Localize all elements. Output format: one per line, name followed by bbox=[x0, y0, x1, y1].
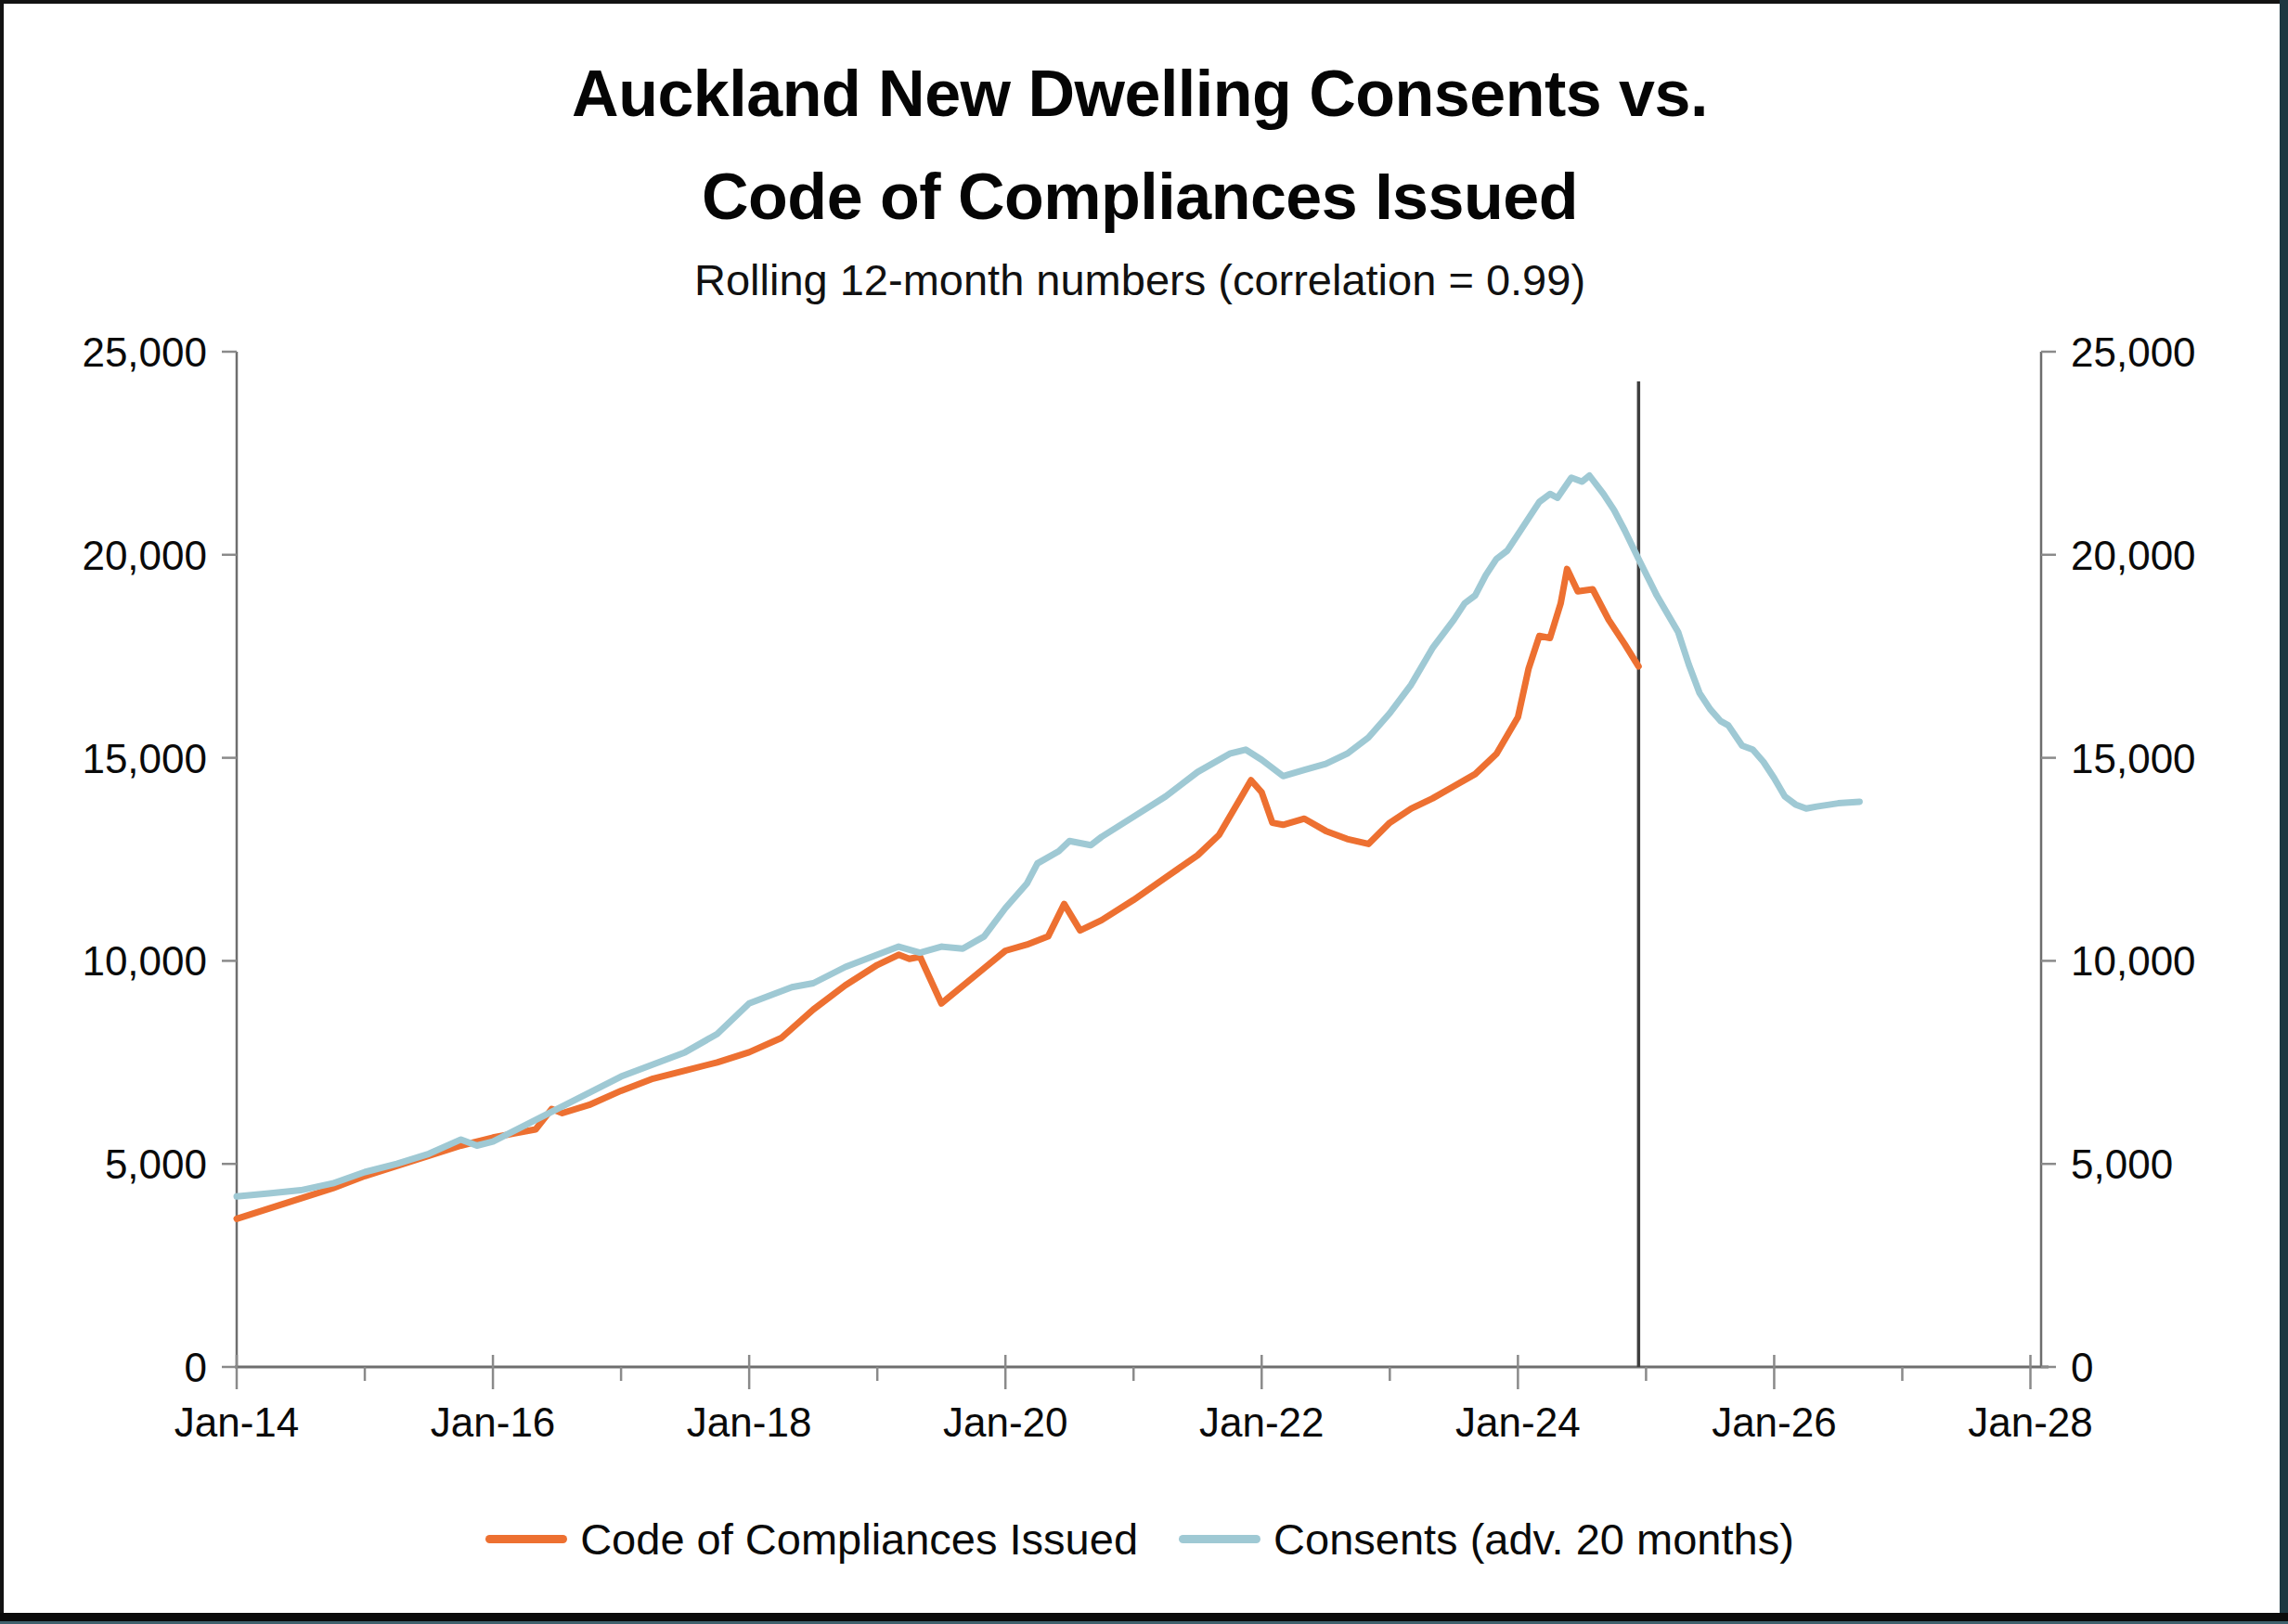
axes-group bbox=[235, 352, 2049, 1367]
x-tick-label: Jan-16 bbox=[431, 1399, 556, 1445]
y-tick-label-left: 20,000 bbox=[82, 533, 207, 578]
legend-label-compliances: Code of Compliances Issued bbox=[580, 1514, 1138, 1565]
chart-title-line2: Code of Compliances Issued bbox=[0, 146, 2280, 249]
x-tick-label: Jan-28 bbox=[1968, 1399, 2093, 1445]
y-tick-label-right: 15,000 bbox=[2071, 736, 2196, 781]
frame-border-left bbox=[0, 0, 4, 1624]
y-tick-label-left: 25,000 bbox=[82, 329, 207, 375]
consents-advanced-line bbox=[237, 476, 1859, 1197]
frame-border-bottom bbox=[0, 1613, 2288, 1621]
frame-border-right bbox=[2280, 0, 2288, 1624]
x-tick-label: Jan-18 bbox=[687, 1399, 812, 1445]
y-tick-label-right: 5,000 bbox=[2071, 1141, 2173, 1187]
chart-canvas: Auckland New Dwelling Consents vs. Code … bbox=[0, 0, 2288, 1624]
y-tick-label-left: 10,000 bbox=[82, 938, 207, 984]
data-series-group bbox=[237, 476, 1859, 1219]
title-block: Auckland New Dwelling Consents vs. Code … bbox=[0, 43, 2280, 305]
x-tick-label: Jan-20 bbox=[943, 1399, 1068, 1445]
y-tick-label-right: 25,000 bbox=[2071, 329, 2196, 375]
chart-title-line1: Auckland New Dwelling Consents vs. bbox=[0, 43, 2280, 146]
legend: Code of Compliances Issued Consents (adv… bbox=[0, 1502, 2280, 1576]
y-tick-label-right: 0 bbox=[2071, 1345, 2093, 1390]
x-tick-label: Jan-14 bbox=[175, 1399, 300, 1445]
compliances-issued-line bbox=[237, 569, 1638, 1218]
y-tick-label-left: 5,000 bbox=[105, 1141, 207, 1187]
y-tick-label-right: 10,000 bbox=[2071, 938, 2196, 984]
y-tick-label-left: 0 bbox=[185, 1345, 207, 1390]
tick-marks-group bbox=[222, 352, 2056, 1389]
legend-item-consents: Consents (adv. 20 months) bbox=[1179, 1514, 1794, 1565]
tick-labels-group: 0 0 5,000 5,000 10,000 10,000 15,000 15,000 20,0… bbox=[82, 329, 2195, 1445]
x-tick-label: Jan-24 bbox=[1455, 1399, 1581, 1445]
consents-line-swatch bbox=[1179, 1535, 1260, 1543]
legend-label-consents: Consents (adv. 20 months) bbox=[1273, 1514, 1794, 1565]
x-tick-label: Jan-26 bbox=[1712, 1399, 1837, 1445]
chart-subtitle: Rolling 12-month numbers (correlation = … bbox=[0, 254, 2280, 305]
x-tick-label: Jan-22 bbox=[1199, 1399, 1325, 1445]
frame-border-top bbox=[0, 0, 2288, 4]
y-tick-label-left: 15,000 bbox=[82, 736, 207, 781]
compliances-line-swatch bbox=[485, 1535, 567, 1543]
y-tick-label-right: 20,000 bbox=[2071, 533, 2196, 578]
chart-title: Auckland New Dwelling Consents vs. Code … bbox=[0, 43, 2280, 249]
legend-item-compliances: Code of Compliances Issued bbox=[485, 1514, 1138, 1565]
